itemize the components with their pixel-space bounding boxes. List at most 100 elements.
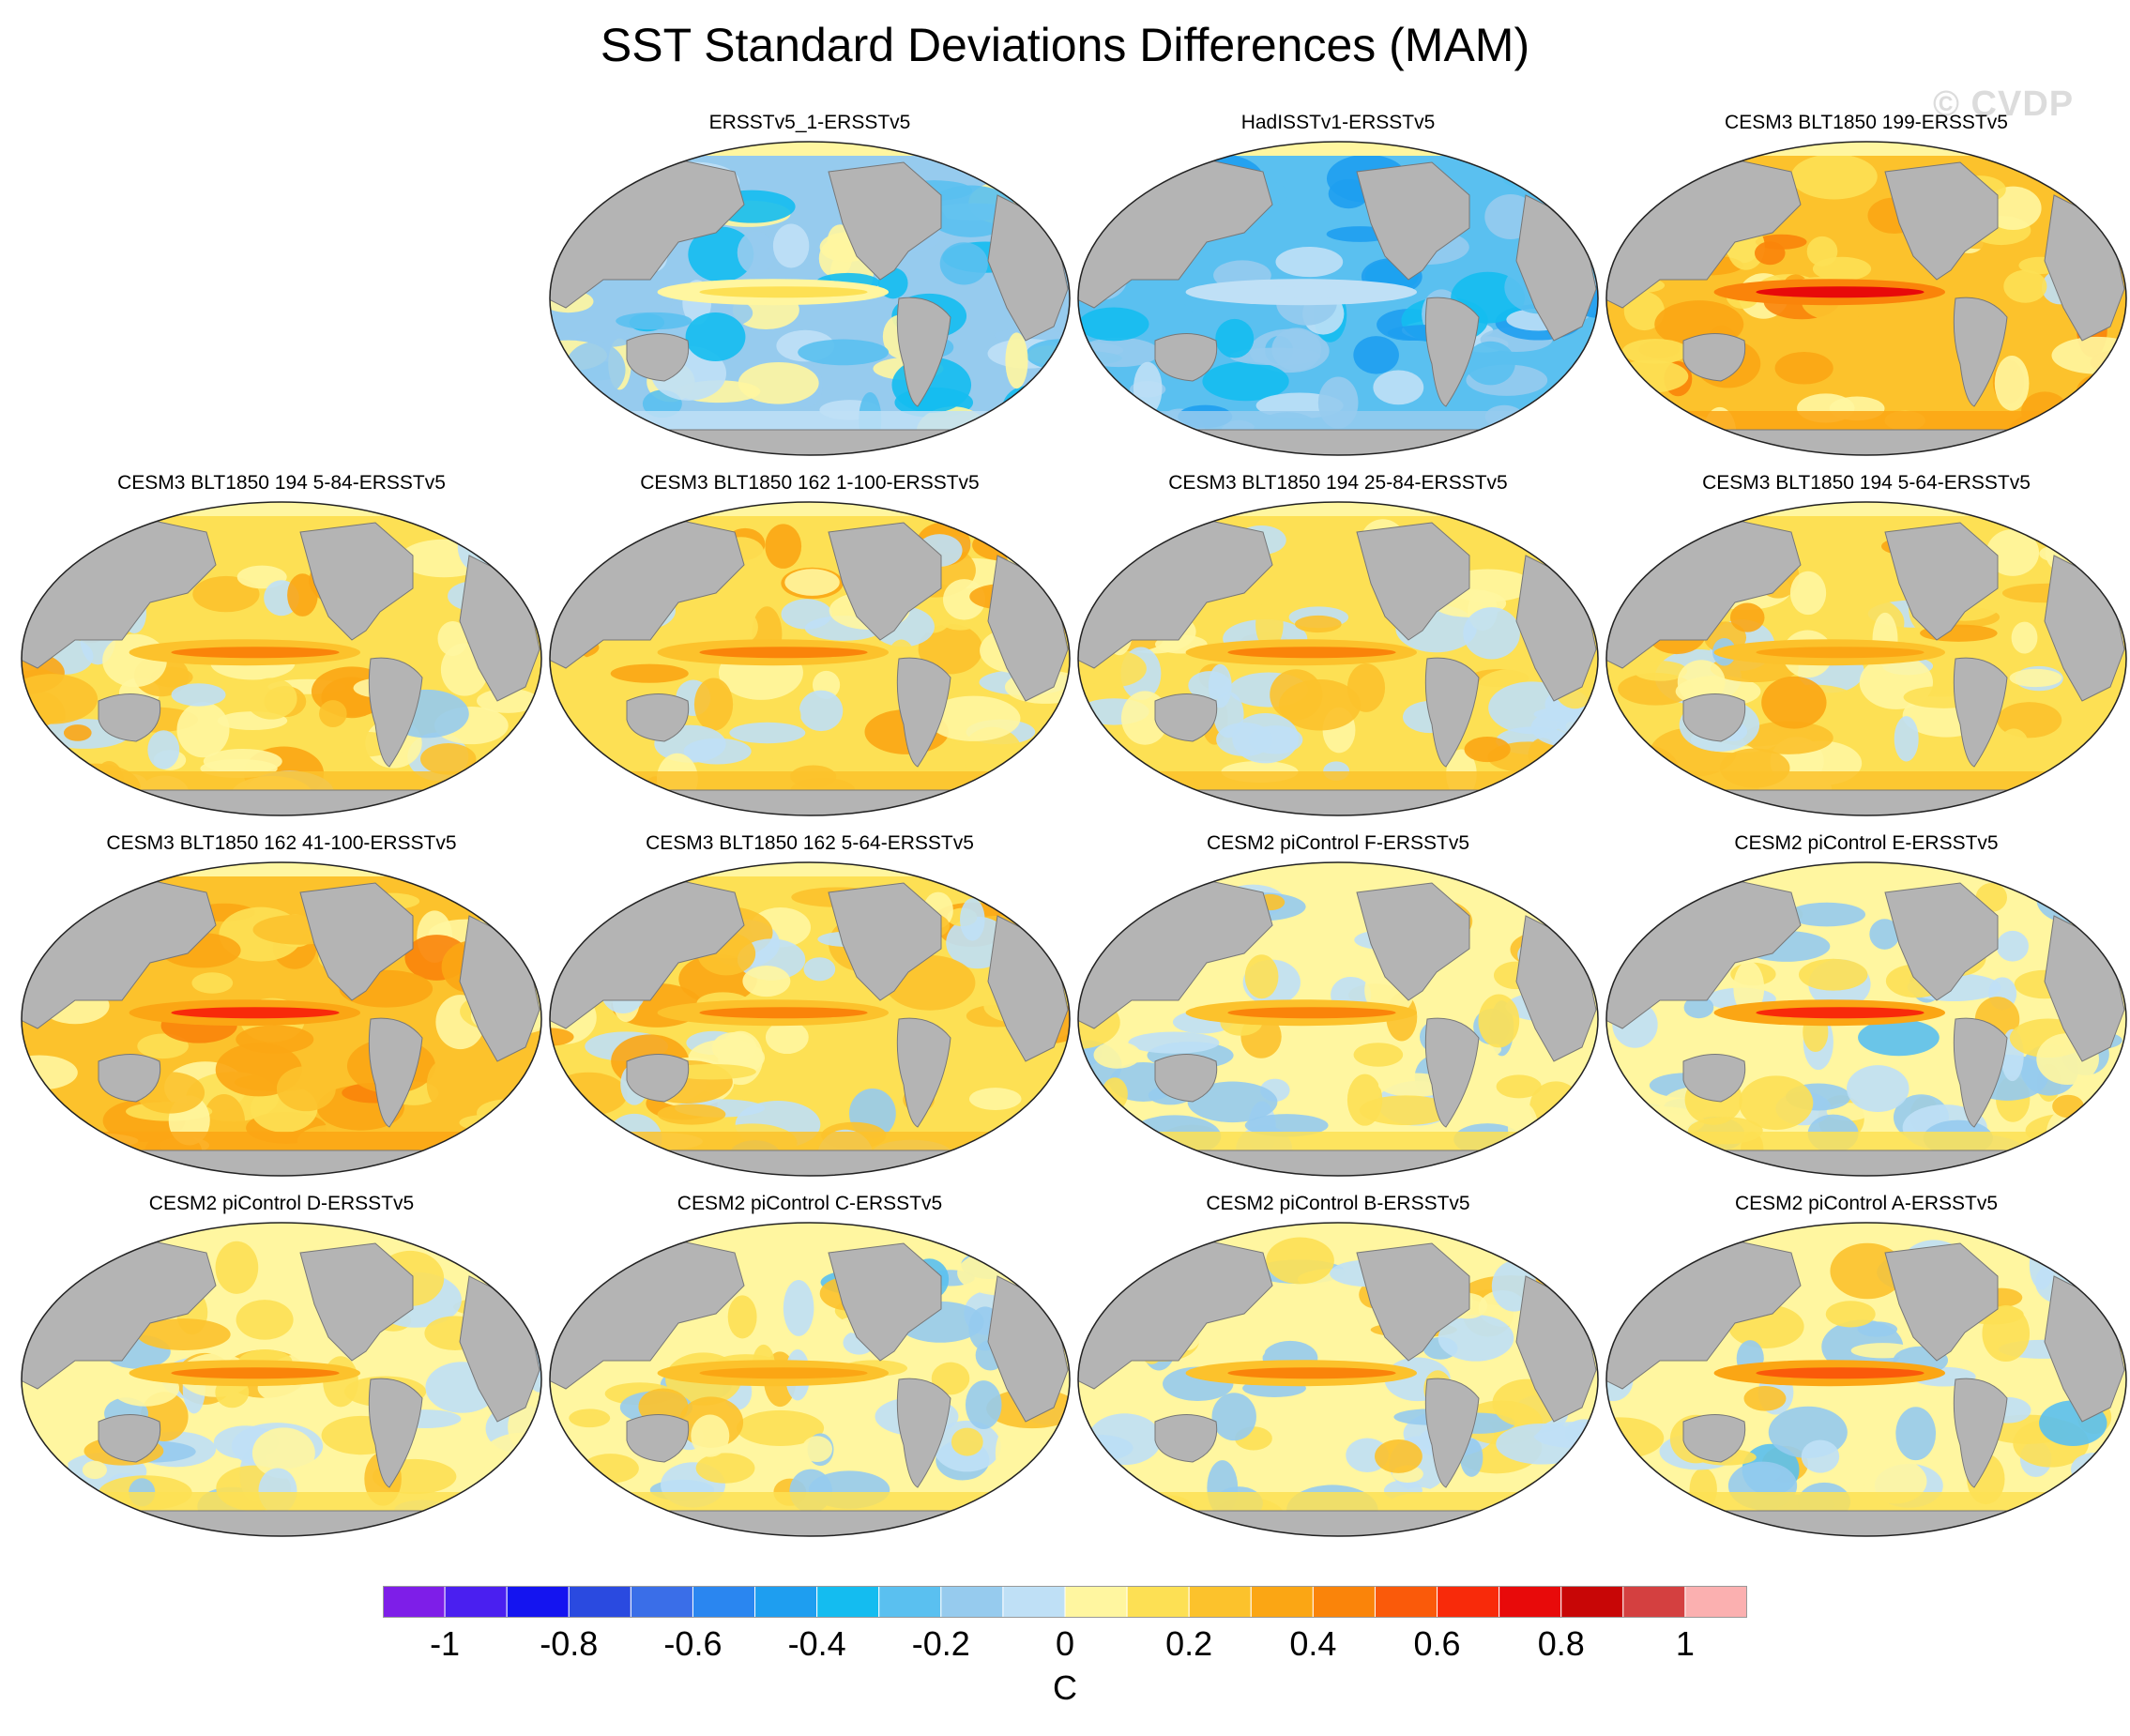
sst-anomaly-patch xyxy=(951,1427,983,1456)
southern-ocean-band xyxy=(1660,771,2073,792)
sst-anomaly-patch xyxy=(772,223,810,268)
sst-anomaly-patch xyxy=(737,231,775,275)
landmass-south-america xyxy=(1953,1378,2008,1488)
sst-anomaly-patch xyxy=(1001,386,1053,434)
sst-anomaly-patch xyxy=(2071,1452,2119,1486)
panel-title: CESM2 piControl A-ERSSTv5 xyxy=(1734,1193,1999,1214)
sst-anomaly-patch xyxy=(562,1261,595,1278)
sst-anomaly-patch xyxy=(171,683,226,707)
panel-title: CESM2 piControl B-ERSSTv5 xyxy=(1206,1193,1470,1214)
sst-anomaly-patch xyxy=(1521,886,1597,911)
sst-anomaly-patch xyxy=(512,1241,541,1289)
map-outline xyxy=(1605,1222,2127,1537)
sst-anomaly-patch xyxy=(476,1099,537,1127)
landmass-north-america xyxy=(828,161,942,281)
sst-anomaly-patch xyxy=(63,724,92,741)
sst-anomaly-patch xyxy=(550,1072,628,1117)
sst-anomaly-patch xyxy=(2111,1271,2126,1290)
landmass-antarctica xyxy=(1078,429,1598,455)
sst-anomaly-patch xyxy=(550,757,595,805)
sst-field xyxy=(550,142,1070,455)
sst-anomaly-patch xyxy=(191,972,234,994)
sst-anomaly-patch xyxy=(499,1282,541,1302)
landmass-australia xyxy=(626,1054,690,1103)
sst-anomaly-patch xyxy=(1742,721,1833,754)
sst-anomaly-patch xyxy=(22,1055,78,1090)
sst-anomaly-patch xyxy=(564,342,626,399)
sst-anomaly-patch xyxy=(1790,154,1878,200)
sst-anomaly-patch xyxy=(1275,246,1344,278)
map xyxy=(549,141,1071,456)
sst-anomaly-patch xyxy=(1895,1407,1937,1461)
landmass-south-america xyxy=(896,1378,951,1488)
landmass-south-america xyxy=(896,657,951,768)
sst-anomaly-patch xyxy=(1267,1294,1312,1334)
equatorial-band-core xyxy=(171,1007,340,1019)
map-outline xyxy=(21,501,542,816)
sst-anomaly-patch xyxy=(1078,424,1117,442)
sst-anomaly-patch xyxy=(1677,660,1726,705)
landmass-south-america xyxy=(1424,1017,1480,1128)
sst-anomaly-patch xyxy=(1215,318,1255,358)
southern-ocean-band xyxy=(1660,1132,2073,1152)
panel-title: CESM3 BLT1850 162 5-64-ERSSTv5 xyxy=(646,832,974,854)
sst-anomaly-patch xyxy=(1255,600,1284,649)
sst-anomaly-patch xyxy=(550,1487,604,1530)
map-outline xyxy=(549,861,1071,1177)
sst-anomaly-patch xyxy=(1005,332,1028,389)
landmass-south-america xyxy=(368,1017,423,1128)
map-panel: CESM3 BLT1850 194 5-64-ERSSTv5 xyxy=(1604,471,2129,837)
colorbar-swatch xyxy=(1622,1586,1686,1619)
sst-anomaly-patch xyxy=(1202,361,1289,402)
sst-anomaly-patch xyxy=(1774,351,1833,385)
sst-anomaly-patch xyxy=(1353,1043,1404,1067)
colorbar-tick-label: 1 xyxy=(1675,1624,1695,1663)
sst-anomaly-patch xyxy=(450,770,525,809)
sst-anomaly-patch xyxy=(554,1464,598,1484)
map-outline xyxy=(1605,501,2127,816)
colorbar-tick-label: 0.2 xyxy=(1165,1624,1213,1663)
sst-anomaly-patch xyxy=(1244,1114,1329,1137)
colorbar-swatch xyxy=(1312,1586,1376,1619)
sst-anomaly-patch xyxy=(420,743,477,775)
sst-anomaly-patch xyxy=(1078,763,1107,790)
landmass-south-america xyxy=(368,657,423,768)
sst-anomaly-patch xyxy=(1999,728,2029,762)
colorbar-swatch xyxy=(1499,1586,1562,1619)
sst-anomaly-patch xyxy=(1270,669,1323,721)
map-outline xyxy=(1077,141,1599,456)
landmass-australia xyxy=(626,693,690,742)
sst-anomaly-patch xyxy=(727,1295,757,1339)
page-title: SST Standard Deviations Differences (MAM… xyxy=(600,19,1530,71)
sst-anomaly-patch xyxy=(1522,1479,1576,1505)
colorbar-swatch xyxy=(568,1586,631,1619)
landmass-north-america xyxy=(1884,1242,1999,1362)
map-outline xyxy=(1077,861,1599,1177)
sst-anomaly-patch xyxy=(1295,615,1342,633)
sst-anomaly-patch xyxy=(176,702,230,758)
map xyxy=(21,861,542,1177)
southern-ocean-band xyxy=(75,1132,488,1152)
map-panel: CESM3 BLT1850 194 5-84-ERSSTv5 xyxy=(19,471,544,837)
map-outline xyxy=(549,141,1071,456)
sst-anomaly-patch xyxy=(1606,405,1640,455)
sst-anomaly-patch xyxy=(1044,423,1070,448)
sst-anomaly-patch xyxy=(1499,161,1582,195)
sst-anomaly-patch xyxy=(1314,912,1355,949)
panel-title: CESM3 BLT1850 162 1-100-ERSSTv5 xyxy=(640,472,980,494)
landmass-antarctica xyxy=(1606,1150,2126,1176)
sst-field xyxy=(22,502,541,815)
sst-anomaly-patch xyxy=(1128,1031,1220,1054)
sst-field xyxy=(22,1223,541,1536)
map-outline xyxy=(1077,501,1599,816)
colorbar-swatch xyxy=(878,1586,942,1619)
sst-anomaly-patch xyxy=(1739,1075,1814,1131)
southern-ocean-band xyxy=(75,771,488,792)
sst-field xyxy=(22,862,541,1176)
sst-anomaly-patch xyxy=(798,339,890,366)
map-outline xyxy=(21,861,542,1177)
landmass-south-america xyxy=(1424,297,1480,407)
sst-anomaly-patch xyxy=(1004,782,1044,807)
map-panel: CESM3 BLT1850 162 5-64-ERSSTv5 xyxy=(547,831,1073,1197)
map-outline xyxy=(1077,1222,1599,1537)
